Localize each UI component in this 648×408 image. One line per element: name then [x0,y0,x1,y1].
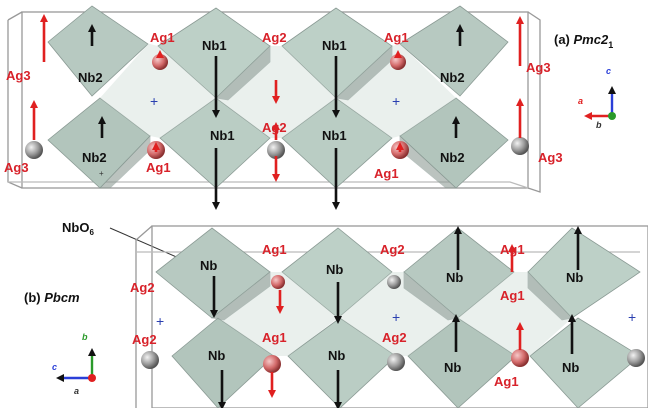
nbo6-annotation: NbO6 [62,220,189,263]
label-nb2-top-right: Nb2 [440,70,465,85]
label-nb-top-2: Nb [326,262,343,277]
label-nbo6: NbO6 [62,220,94,237]
axis-label-c-a: c [606,66,611,76]
axes-triad-b: b c a [52,332,96,396]
unit-cell-frame-a [7,11,541,193]
svg-text:+: + [392,93,400,109]
label-ag1-top-b: Ag1 [500,242,525,257]
axes-triad-a: c a b [578,66,616,130]
label-ag1-top-a: Ag1 [262,242,287,257]
label-ag3-left-bot: Ag3 [4,160,29,175]
label-nb1-bot-a: Nb1 [210,128,235,143]
ag-atoms-b: + + + [141,275,645,373]
label-nb-top-1: Nb [200,258,217,273]
label-ag3-right-top: Ag3 [526,60,551,75]
label-nb-bot-1: Nb [208,348,225,363]
label-ag3-left-top: Ag3 [6,68,31,83]
label-ag2-mid: Ag2 [382,330,407,345]
label-ag2-top-b: Ag2 [380,242,405,257]
label-ag1-bot-right: Ag1 [374,166,399,181]
label-ag1-bottom: Ag1 [494,374,519,389]
label-nb1-bot-b: Nb1 [322,128,347,143]
label-ag1-top-left: Ag1 [150,30,175,45]
axis-label-b-b: b [82,332,88,342]
label-nb2-top-left: Nb2 [78,70,103,85]
nb-displacement-arrows-a [88,24,464,210]
label-ag1-mid-a: Ag1 [262,330,287,345]
axis-label-a-b: a [74,386,79,396]
atom-labels-b: Nb Nb Nb Nb Nb Nb Nb Nb Ag1 Ag2 Ag1 Ag1 … [130,242,583,389]
label-ag1-top-right: Ag1 [384,30,409,45]
svg-text:+: + [156,313,164,329]
svg-text:+: + [99,169,104,178]
nbo6-octahedra-b [155,227,641,408]
label-ag1-mid-b: Ag1 [500,288,525,303]
label-nb-bot-4: Nb [562,360,579,375]
axis-label-a-a: a [578,96,583,106]
label-nb2-bot-right: Nb2 [440,150,465,165]
label-nb-bot-2: Nb [328,348,345,363]
atom-labels-a: Nb2 Nb1 Nb1 Nb2 Nb2 Nb1 Nb1 Nb2 Ag1 Ag2 … [4,30,563,181]
nb-displacement-arrows-b [210,226,582,408]
label-ag1-bot-left: Ag1 [146,160,171,175]
label-ag2-left-bot: Ag2 [132,332,157,347]
label-ag3-right-bot: Ag3 [538,150,563,165]
label-ag2-left-top: Ag2 [130,280,155,295]
panel-a: + + + [4,5,616,210]
axis-label-c-b: c [52,362,57,372]
label-nb-bot-3: Nb [444,360,461,375]
panel-a-title: (a) Pmc21 [554,32,613,50]
ag-displacement-arrows-b [268,244,524,398]
label-nb1-top-b: Nb1 [322,38,347,53]
label-nb1-top-a: Nb1 [202,38,227,53]
ag-displacement-arrows-a [30,14,524,182]
label-nb-top-3: Nb [446,270,463,285]
svg-text:+: + [392,309,400,325]
svg-text:+: + [150,93,158,109]
axis-label-b-a: b [596,120,602,130]
panel-b: + + + Nb Nb Nb Nb Nb Nb Nb [24,225,648,408]
label-ag2-bot: Ag2 [262,120,287,135]
label-nb2-bot-left: Nb2 [82,150,107,165]
label-nb-top-4: Nb [566,270,583,285]
panel-b-title: (b) Pbcm [24,290,80,305]
svg-text:+: + [628,309,636,325]
label-ag2-top: Ag2 [262,30,287,45]
